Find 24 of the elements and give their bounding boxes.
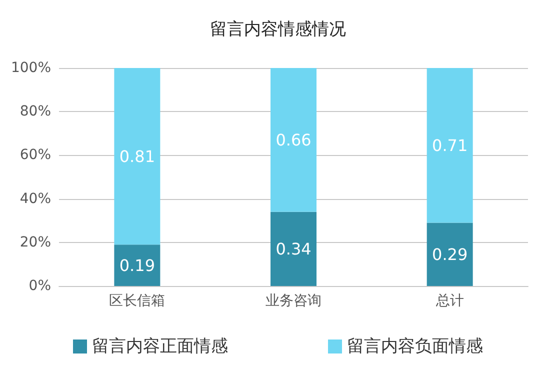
data-label: 0.19 bbox=[119, 256, 155, 275]
y-tick-label: 100% bbox=[10, 60, 52, 76]
data-label: 0.66 bbox=[276, 130, 312, 150]
bar bbox=[114, 68, 160, 245]
y-tick-label: 80% bbox=[20, 104, 52, 120]
bar bbox=[426, 222, 473, 286]
bar bbox=[114, 244, 160, 286]
bar bbox=[270, 212, 317, 286]
legend-label: 留言内容正面情感 bbox=[92, 336, 228, 356]
y-tick-label: 60% bbox=[20, 147, 52, 164]
y-tick-label: 40% bbox=[20, 190, 52, 207]
bar bbox=[426, 68, 473, 223]
data-label: 0.29 bbox=[432, 244, 468, 264]
x-tick-label: 区长信箱 bbox=[109, 293, 166, 309]
y-tick-label: 20% bbox=[20, 234, 52, 250]
data-label: 0.81 bbox=[119, 146, 155, 166]
chart-title: 留言内容情感情况 bbox=[210, 20, 346, 40]
y-tick-label: 0% bbox=[28, 278, 52, 294]
data-label: 0.34 bbox=[276, 239, 312, 258]
bar bbox=[270, 68, 317, 212]
legend-label: 留言内容负面情感 bbox=[347, 336, 483, 356]
data-label: 0.71 bbox=[432, 136, 468, 155]
x-tick-label: 业务咨询 bbox=[266, 293, 322, 309]
x-tick-label: 总计 bbox=[434, 293, 464, 309]
